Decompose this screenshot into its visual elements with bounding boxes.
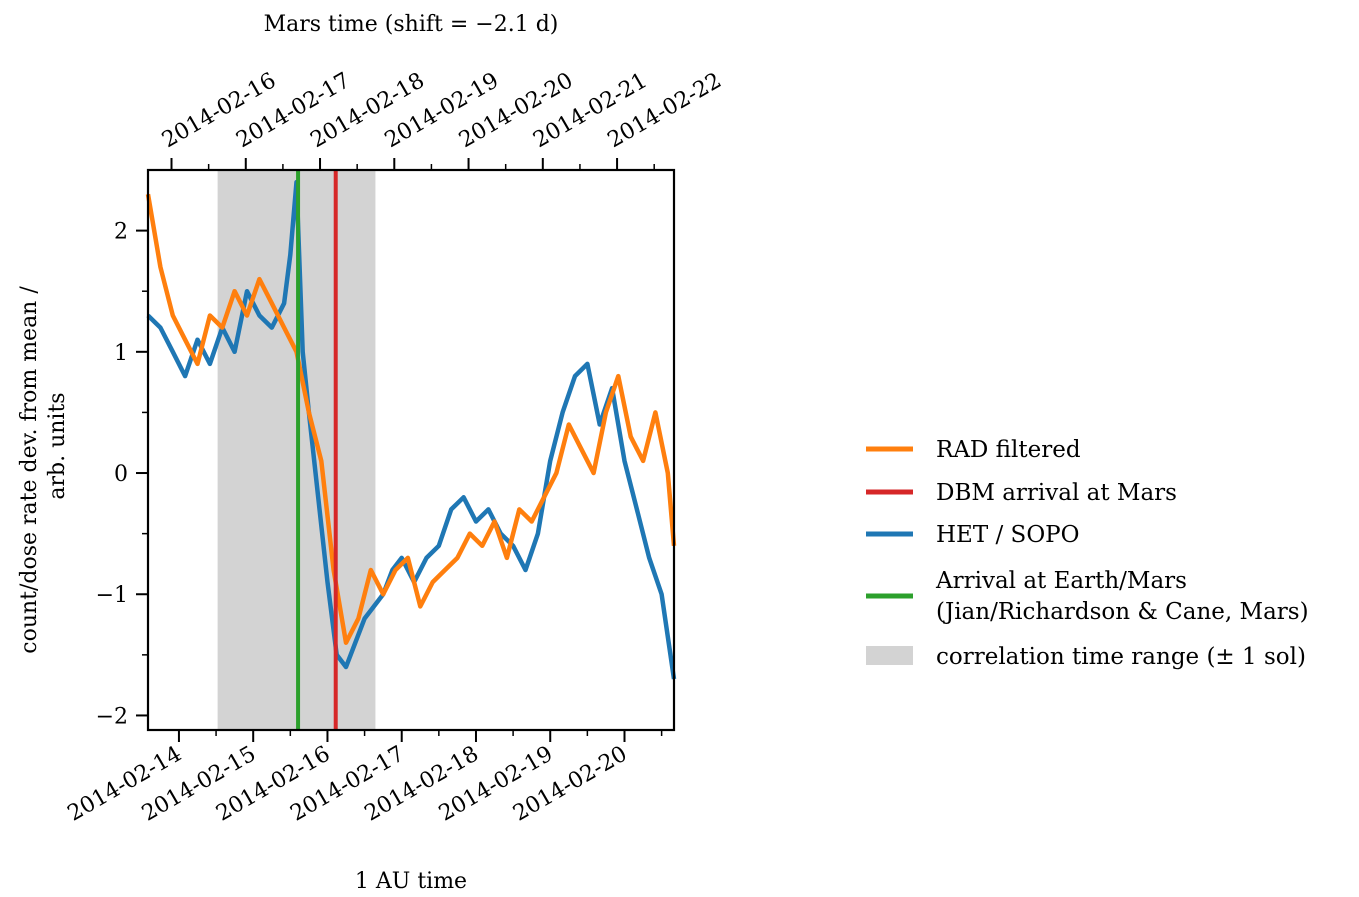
series-layer <box>145 179 677 680</box>
y-tick-label: 0 <box>114 462 128 487</box>
plot-frame <box>146 168 676 732</box>
y-axis-label-line2: arb. units <box>45 392 70 499</box>
legend-label-het: HET / SOPO <box>936 522 1080 548</box>
vline-layer <box>296 170 338 730</box>
legend-label-rad: RAD filtered <box>936 437 1081 463</box>
legend-label-arrival-2: (Jian/Richardson & Cane, Mars) <box>936 599 1309 625</box>
legend: RAD filtered DBM arrival at Mars HET / S… <box>866 437 1309 670</box>
legend-swatch-span <box>866 646 913 665</box>
tick-layer: 2014-02-142014-02-152014-02-162014-02-17… <box>64 68 726 826</box>
legend-label-span: correlation time range (± 1 sol) <box>936 644 1306 670</box>
legend-label-arrival-1: Arrival at Earth/Mars <box>935 568 1187 594</box>
top-axis-title: Mars time (shift = −2.1 d) <box>264 12 559 37</box>
legend-label-dbm: DBM arrival at Mars <box>936 480 1177 506</box>
y-axis-label-line1: count/dose rate dev. from mean / <box>17 286 42 654</box>
y-tick-label: 2 <box>114 220 128 245</box>
y-tick-label: −1 <box>96 583 128 608</box>
x-axis-label: 1 AU time <box>355 869 467 894</box>
y-tick-label: 1 <box>114 341 128 366</box>
series-line-rad-filtered <box>145 193 677 645</box>
y-tick-label: −2 <box>96 704 128 729</box>
